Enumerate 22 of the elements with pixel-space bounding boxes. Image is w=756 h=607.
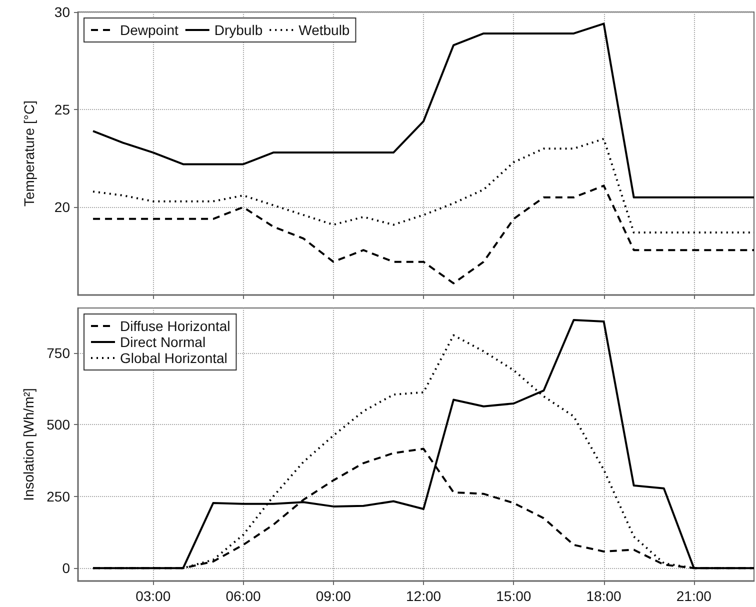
y-tick-label: 30 <box>54 4 70 20</box>
legend-label: Drybulb <box>214 22 263 38</box>
y-tick-label: 500 <box>46 416 70 433</box>
x-tick-label: 06:00 <box>226 588 261 604</box>
y-tick-label: 0 <box>62 560 70 576</box>
y-axis-title: Insolation [Wh/m²] <box>20 388 37 501</box>
legend-label: Wetbulb <box>298 22 350 38</box>
y-tick-label: 20 <box>54 199 70 216</box>
x-tick-label: 15:00 <box>496 588 532 604</box>
x-tick-label: 21:00 <box>676 588 712 604</box>
legend-label: Direct Normal <box>120 334 206 350</box>
legend-label: Diffuse Horizontal <box>120 318 230 334</box>
x-tick-label: 09:00 <box>316 588 352 604</box>
x-tick-label: 03:00 <box>136 588 171 604</box>
legend-label: Global Horizontal <box>120 350 228 366</box>
y-axis-title: Temperature [°C] <box>21 100 37 206</box>
x-tick-label: 18:00 <box>586 588 622 604</box>
y-tick-label: 25 <box>54 102 70 118</box>
y-tick-label: 750 <box>46 345 70 362</box>
y-tick-label: 250 <box>46 488 70 504</box>
legend-label: Dewpoint <box>120 22 178 38</box>
x-tick-label: 12:00 <box>406 588 442 604</box>
